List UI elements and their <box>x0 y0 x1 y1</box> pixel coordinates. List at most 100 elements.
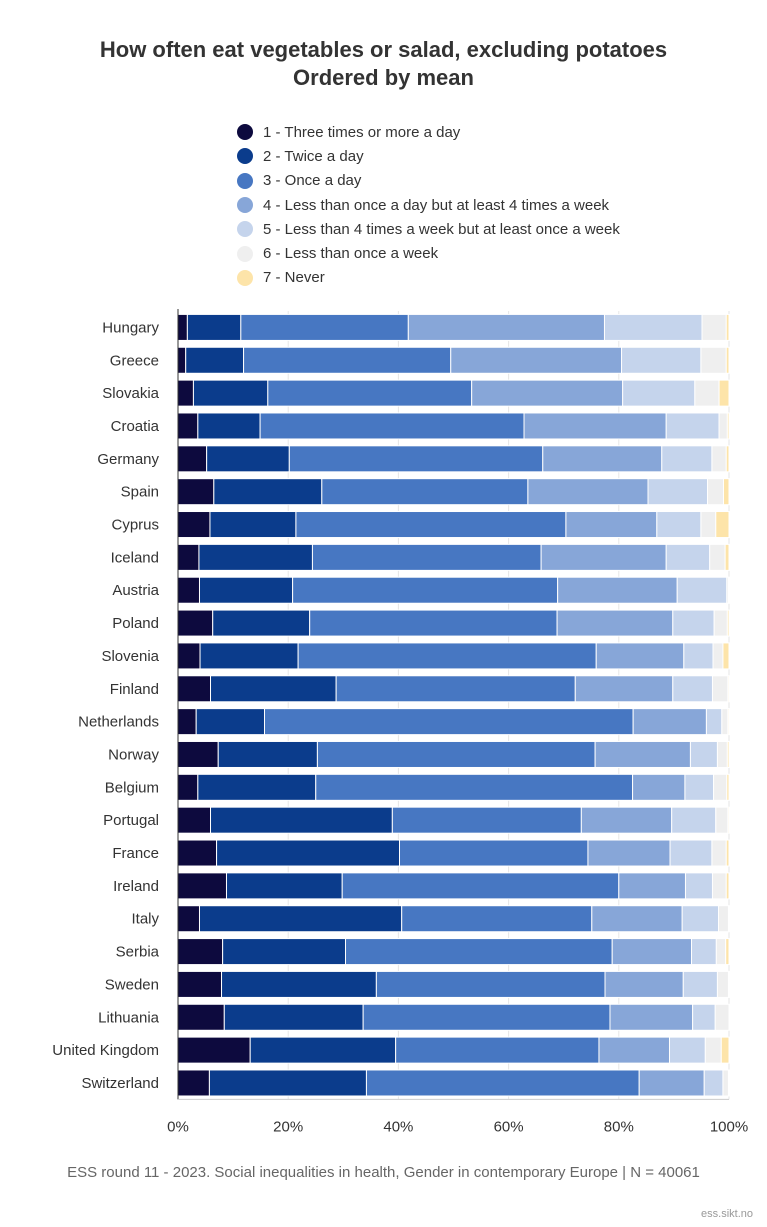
bar-segment <box>177 839 218 867</box>
y-tick-label: Lithuania <box>98 1009 160 1026</box>
bar-segment <box>727 970 730 998</box>
bar-segment <box>295 511 567 539</box>
legend-swatch <box>237 148 253 165</box>
legend-label: 2 - Twice a day <box>263 147 364 165</box>
bar-segment <box>694 379 720 407</box>
y-tick-label: Germany <box>97 451 159 468</box>
bar-segment <box>704 1036 722 1064</box>
legend-swatch <box>237 124 253 141</box>
bar-segment <box>316 740 596 768</box>
bar-segment <box>580 806 673 834</box>
bar-segment <box>711 839 727 867</box>
credit-link[interactable]: ess.sikt.no <box>701 1208 753 1220</box>
legend-label: 4 - Less than once a day but at least 4 … <box>263 196 610 214</box>
y-tick-label: Croatia <box>111 418 160 435</box>
bar-segment <box>611 938 693 966</box>
bar-segment <box>557 576 678 604</box>
bar-segment <box>591 905 683 933</box>
legend-item[interactable]: 4 - Less than once a day but at least 4 … <box>237 193 620 217</box>
bar-segment <box>556 609 674 637</box>
bar-segment <box>715 511 730 539</box>
bar-segment <box>574 675 674 703</box>
bar-segment <box>632 773 686 801</box>
bar-segment <box>691 938 717 966</box>
bar-segment <box>665 412 720 440</box>
legend-swatch <box>237 221 253 238</box>
bar-segment <box>177 346 187 374</box>
bar-segment <box>672 609 715 637</box>
legend-swatch <box>237 245 253 262</box>
bar-segment <box>682 970 718 998</box>
y-tick-label: Slovenia <box>101 648 159 665</box>
bar-segment <box>177 412 199 440</box>
legend-item[interactable]: 1 - Three times or more a day <box>237 120 620 144</box>
bar-segment <box>217 740 318 768</box>
bar-segment <box>700 346 727 374</box>
bar-segment <box>450 346 623 374</box>
legend-item[interactable]: 3 - Once a day <box>237 169 620 193</box>
bar-segment <box>711 445 727 473</box>
y-tick-label: Portugal <box>103 812 159 829</box>
bar-segment <box>177 675 212 703</box>
bar-segment <box>701 313 727 341</box>
legend-item[interactable]: 7 - Never <box>237 266 620 290</box>
y-tick-label: Serbia <box>116 944 160 961</box>
x-tick-label: 40% <box>383 1118 413 1135</box>
bar-segment <box>725 872 730 900</box>
y-tick-label: France <box>112 845 159 862</box>
legend-label: 5 - Less than 4 times a week but at leas… <box>263 220 620 238</box>
bar-segment <box>199 642 299 670</box>
bar-segment <box>681 905 720 933</box>
y-tick-label: Sweden <box>105 976 159 993</box>
bar-segment <box>177 543 200 571</box>
bar-segment <box>713 609 728 637</box>
y-tick-label: Belgium <box>105 779 159 796</box>
bar-segment <box>722 642 730 670</box>
legend-item[interactable]: 6 - Less than once a week <box>237 241 620 265</box>
legend-label: 7 - Never <box>263 269 325 287</box>
bar-segment <box>565 511 658 539</box>
bar-segment <box>185 346 245 374</box>
bar-segment <box>177 938 224 966</box>
bar-segment <box>540 543 667 571</box>
y-tick-label: Slovakia <box>102 385 159 402</box>
y-tick-label: Poland <box>112 615 159 632</box>
bar-segment <box>341 872 620 900</box>
bar-segment <box>727 576 730 604</box>
bar-segment <box>177 1069 210 1097</box>
bar-segment <box>210 806 393 834</box>
y-tick-label: Hungary <box>102 319 159 336</box>
y-tick-label: Cyprus <box>111 517 159 534</box>
y-tick-label: Netherlands <box>78 714 159 731</box>
bar-segment <box>177 478 215 506</box>
bar-segment <box>595 642 685 670</box>
legend-swatch <box>237 172 253 189</box>
y-tick-label: Spain <box>121 484 159 501</box>
chart-title-main: How often eat vegetables or salad, exclu… <box>99 37 668 62</box>
bar-segment <box>210 675 337 703</box>
bar-segment <box>195 708 266 736</box>
bar-segment <box>177 872 227 900</box>
bar-segment <box>716 970 729 998</box>
bar-segment <box>240 313 409 341</box>
x-tick-label: 100% <box>710 1118 748 1135</box>
bar-segment <box>197 773 317 801</box>
bar-segment <box>725 839 730 867</box>
chart-subtitle: Ordered by mean <box>293 65 474 90</box>
x-tick-label: 60% <box>494 1118 524 1135</box>
bar-segment <box>725 445 730 473</box>
bar-segment <box>668 1036 706 1064</box>
bar-segment <box>177 313 188 341</box>
legend-item[interactable]: 5 - Less than 4 times a week but at leas… <box>237 217 620 241</box>
bar-segment <box>223 1003 364 1031</box>
bar-segment <box>726 609 730 637</box>
bar-segment <box>292 576 559 604</box>
y-tick-label: United Kingdom <box>52 1042 159 1059</box>
legend-swatch <box>237 197 253 214</box>
legend-item[interactable]: 2 - Twice a day <box>237 144 620 168</box>
bar-segment <box>259 412 525 440</box>
bar-segment <box>177 642 201 670</box>
bar-segment <box>683 642 714 670</box>
bar-segment <box>718 905 729 933</box>
bar-segment <box>684 872 713 900</box>
